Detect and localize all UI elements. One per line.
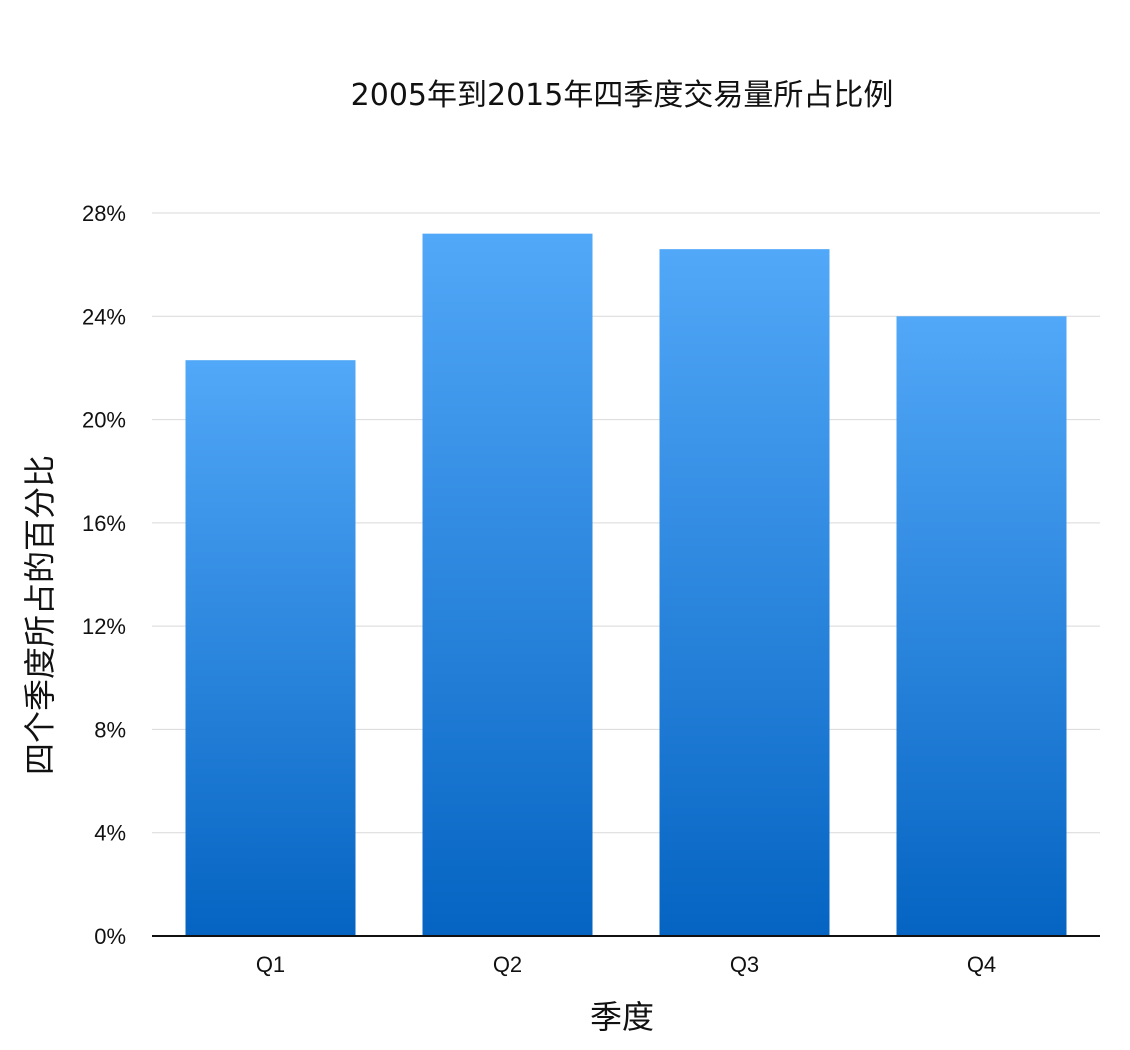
x-tick-label: Q1 [256, 952, 285, 977]
bar-q3 [659, 249, 830, 936]
bar-q2 [422, 233, 593, 936]
chart-title: 2005年到2015年四季度交易量所占比例 [350, 78, 894, 113]
y-tick-label: 4% [94, 821, 126, 846]
y-tick-label: 0% [94, 924, 126, 949]
bar-q4 [896, 316, 1067, 936]
bars [185, 233, 1067, 936]
x-tick-label: Q2 [493, 952, 522, 977]
x-tick-label: Q4 [967, 952, 996, 977]
y-tick-label: 16% [82, 511, 126, 536]
y-tick-label: 20% [82, 408, 126, 433]
x-tick-label: Q3 [730, 952, 759, 977]
bar-q1 [185, 360, 356, 936]
y-tick-label: 8% [94, 717, 126, 742]
tick-labels: 0% 4% 8% 12% 16% 20% 24% 28% Q1 Q2 Q3 Q4 [82, 201, 996, 977]
y-tick-label: 12% [82, 614, 126, 639]
y-tick-label: 24% [82, 304, 126, 329]
y-tick-label: 28% [82, 201, 126, 226]
x-axis-label: 季度 [589, 998, 654, 1036]
